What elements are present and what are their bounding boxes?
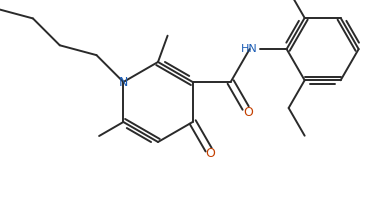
Text: N: N xyxy=(119,75,128,88)
Text: O: O xyxy=(206,147,216,160)
Text: O: O xyxy=(243,106,253,119)
Text: HN: HN xyxy=(241,44,258,54)
